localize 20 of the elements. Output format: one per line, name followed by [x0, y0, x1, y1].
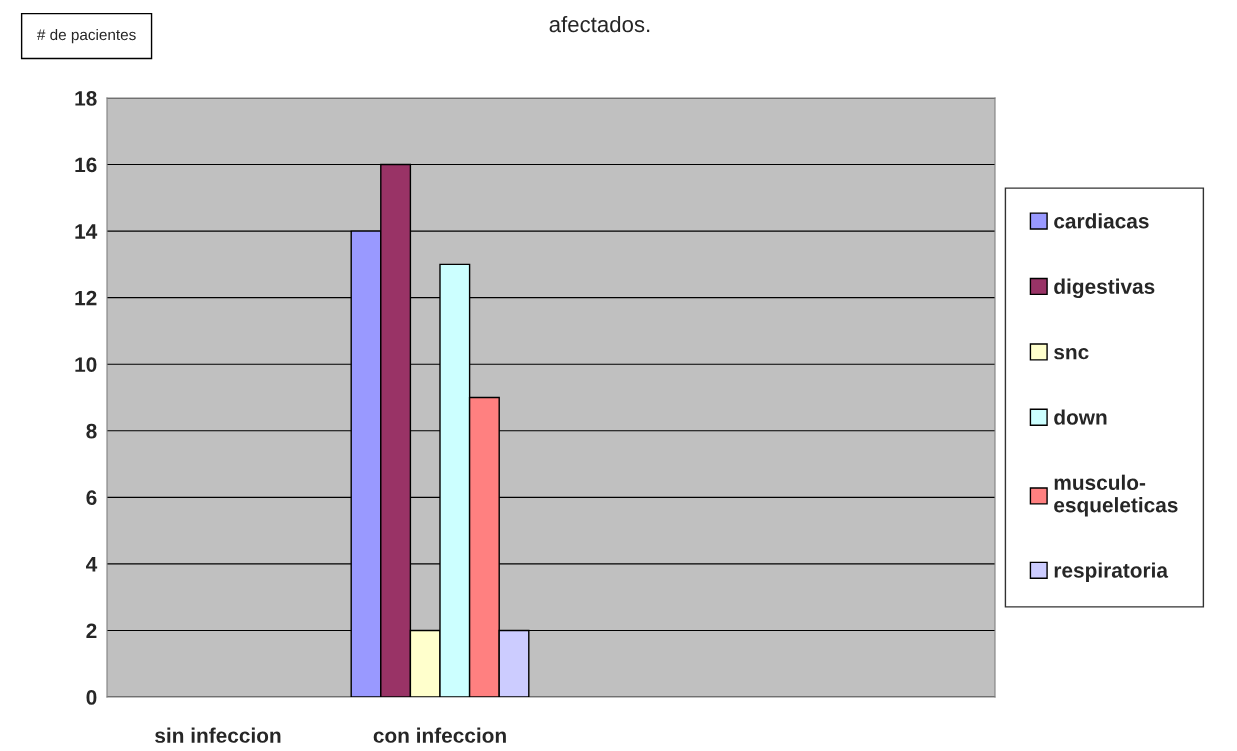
- legend-label: cardiacas: [1054, 213, 1149, 229]
- y-tick-label: 16: [75, 157, 97, 173]
- y-tick-label: 10: [75, 357, 97, 372]
- legend-label: snc: [1054, 347, 1089, 360]
- y-tick-label: 4: [86, 557, 98, 572]
- y-tick-label: 12: [75, 290, 97, 306]
- x-tick-label: sin infeccion: [155, 727, 281, 743]
- legend-label: musculo- esqueleticas: [1054, 474, 1178, 517]
- y-axis-title: # de pacientes: [36, 28, 136, 44]
- legend-label: respiratoria: [1054, 562, 1169, 582]
- y-tick-label: 0: [86, 690, 97, 705]
- y-tick-label: 8: [86, 423, 97, 439]
- x-tick-label: con infeccion: [373, 727, 506, 743]
- y-tick-label: 2: [86, 623, 97, 638]
- y-tick-label: 14: [75, 224, 98, 239]
- legend-label: digestivas: [1054, 278, 1155, 299]
- legend-label: down: [1054, 409, 1107, 425]
- y-tick-label: 18: [75, 91, 97, 106]
- chart-title: afectados.: [549, 15, 650, 33]
- y-tick-label: 6: [86, 490, 97, 506]
